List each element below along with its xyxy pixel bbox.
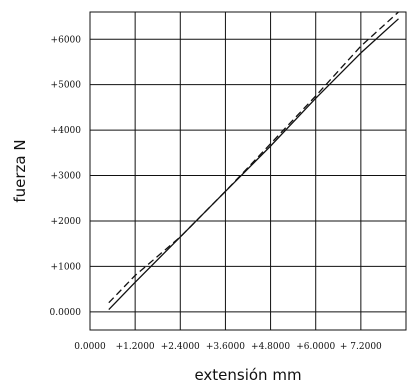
y-tick-label: +3000 xyxy=(51,172,82,182)
x-axis-title: extensión mm xyxy=(194,366,301,384)
y-tick-label: 0.0000 xyxy=(50,308,82,318)
y-tick-label: +2000 xyxy=(51,217,82,227)
grid xyxy=(90,12,406,330)
series-line-dashed xyxy=(108,11,399,304)
x-tick-label: +3.6000 xyxy=(206,342,245,352)
x-tick-label: +2.4000 xyxy=(161,342,200,352)
series-line-solid xyxy=(108,18,399,311)
y-tick-label: +1000 xyxy=(51,262,82,272)
x-tick-labels: 0.0000 +1.2000 +2.4000 +3.6000 +4.8000 +6.000… xyxy=(74,342,382,352)
y-tick-labels: 0.0000 +1000 +2000 +3000 +4000 +5000 +6000 xyxy=(50,35,82,318)
y-tick-label: +5000 xyxy=(51,81,82,91)
x-tick-label: 0.0000 xyxy=(74,342,106,352)
plot-area xyxy=(89,11,407,331)
x-tick-label: +6.0000 xyxy=(296,342,335,352)
y-tick-label: +6000 xyxy=(51,35,82,45)
x-tick-label: +1.2000 xyxy=(116,342,155,352)
x-tick-label: + 7.2000 xyxy=(340,342,382,352)
series-group xyxy=(108,11,399,311)
y-tick-label: +4000 xyxy=(51,126,82,136)
x-tick-label: +4.8000 xyxy=(251,342,290,352)
y-axis-title: fuerza N xyxy=(11,139,29,202)
